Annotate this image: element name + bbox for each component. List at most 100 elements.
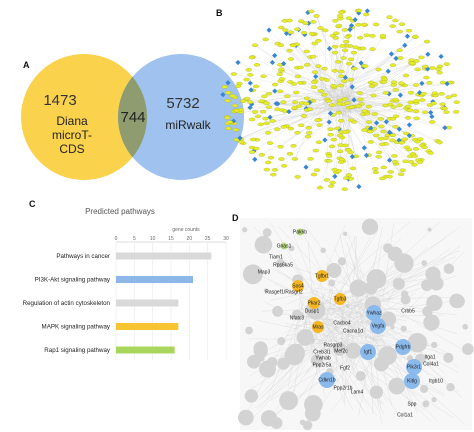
network-b-gene-node — [336, 133, 344, 138]
venn-right-count: 5732 — [166, 95, 199, 112]
network-b-mirna-node — [220, 92, 226, 98]
network-b-gene-node — [248, 150, 256, 154]
network-d-gene-label: Spp — [408, 402, 417, 408]
network-b-gene-node — [344, 101, 351, 105]
network-b-gene-node — [335, 110, 342, 115]
network-b-gene-node — [392, 114, 400, 119]
network-d-background-node — [284, 345, 305, 366]
network-d-edge — [253, 226, 372, 349]
network-d-gene-label: Ppp2r5a — [313, 363, 332, 369]
network-d-edge — [321, 307, 347, 368]
network-b-mirna-node — [266, 27, 272, 33]
network-d-background-node — [276, 258, 285, 268]
network-b-gene-node — [347, 77, 354, 82]
network-b-gene-node — [238, 140, 245, 144]
network-d-gene-node — [312, 321, 324, 333]
network-d-background-node — [349, 279, 367, 297]
network-b-gene-node — [327, 127, 334, 132]
network-b-edge — [335, 48, 364, 102]
network-b-gene-node — [303, 49, 310, 54]
network-b-gene-node — [336, 14, 344, 18]
network-b-gene-node — [225, 90, 232, 95]
network-b-gene-node — [329, 33, 337, 38]
network-b-gene-node — [270, 172, 277, 177]
network-d-background-node — [310, 354, 323, 367]
network-b-gene-node — [293, 90, 300, 95]
network-d-edge — [322, 290, 333, 335]
network-b-gene-node — [316, 123, 323, 127]
network-b-gene-node — [271, 168, 279, 172]
network-d-edge — [340, 297, 347, 326]
network-b-gene-node — [298, 123, 305, 128]
network-b-edge — [294, 88, 326, 159]
network-b-mirna-node — [305, 9, 311, 16]
network-b-gene-node — [431, 91, 438, 95]
network-b-gene-node — [284, 94, 291, 99]
network-d-gene-node — [319, 372, 335, 388]
network-b-gene-node — [308, 9, 315, 14]
network-d-gene-label: Pik3r1 — [407, 365, 421, 371]
network-b-gene-node — [355, 104, 362, 108]
network-b-gene-node — [416, 160, 424, 165]
network-b-gene-node — [408, 160, 415, 164]
network-b-gene-node — [392, 97, 399, 102]
network-b-gene-node — [390, 83, 397, 87]
network-b-mirna-node — [367, 125, 374, 132]
network-b-gene-node — [378, 142, 386, 147]
network-b-gene-node — [406, 108, 414, 112]
network-d-gene-label: Tgfbr1 — [315, 274, 330, 280]
network-b-gene-node — [430, 101, 437, 106]
network-d-background-node — [388, 377, 406, 395]
network-b-gene-node — [386, 174, 393, 179]
network-b-gene-node — [306, 131, 313, 135]
category-label: Pathways in cancer — [56, 253, 110, 260]
network-b-gene-node — [234, 84, 242, 89]
network-b-gene-node — [259, 109, 267, 114]
network-d-edge — [336, 291, 355, 377]
network-b-mirna-node — [386, 129, 393, 135]
network-b-gene-node — [271, 82, 279, 87]
network-b-gene-node — [443, 110, 450, 114]
network-b-edge — [345, 97, 360, 187]
network-d-background-node — [326, 262, 342, 278]
network-b-gene-node — [290, 144, 297, 148]
network-b-gene-node — [443, 62, 450, 66]
network-d-edge — [270, 290, 316, 301]
network-b-mirna-node — [237, 135, 243, 141]
network-b-mirna-node — [386, 157, 393, 163]
network-d-edge — [337, 314, 412, 363]
network-b-mirna-node — [272, 52, 278, 59]
network-d-background-node — [270, 417, 283, 429]
network-d-background-node — [355, 370, 366, 381]
venn-left-circle — [21, 54, 147, 180]
network-b-gene-node — [342, 48, 349, 53]
network-b-gene-node — [292, 100, 299, 105]
network-b-gene-node — [297, 65, 304, 70]
category-label: Rap1 signaling pathway — [44, 347, 111, 354]
network-b-gene-node — [253, 146, 260, 151]
network-b-gene-node — [371, 112, 378, 116]
network-b-mirna-node — [361, 145, 367, 151]
network-b-gene-node — [398, 81, 405, 86]
network-b-edge — [344, 98, 432, 117]
network-d-edge — [349, 246, 428, 324]
network-d-edge — [330, 349, 383, 412]
network-d-background-node — [443, 352, 454, 363]
network-b-gene-node — [323, 178, 330, 182]
network-b-gene-node — [265, 91, 273, 96]
network-b-edge — [336, 99, 391, 105]
network-d-edge — [349, 335, 372, 378]
network-b-mirna-node — [397, 92, 403, 98]
network-d-background-node — [253, 344, 268, 359]
network-b-gene-node — [274, 127, 281, 132]
network-b-gene-node — [389, 116, 397, 121]
network-d-gene-label: Pkar2 — [307, 301, 320, 307]
network-b-gene-node — [371, 82, 379, 86]
network-b-edge — [334, 97, 338, 170]
network-b-gene-node — [338, 157, 346, 162]
network-d-background-node — [364, 281, 378, 295]
network-d-edge — [284, 321, 309, 334]
network-d-gene-label: Ywhaz — [366, 311, 382, 317]
network-d-edge — [384, 304, 466, 352]
network-b-gene-node — [267, 141, 274, 145]
